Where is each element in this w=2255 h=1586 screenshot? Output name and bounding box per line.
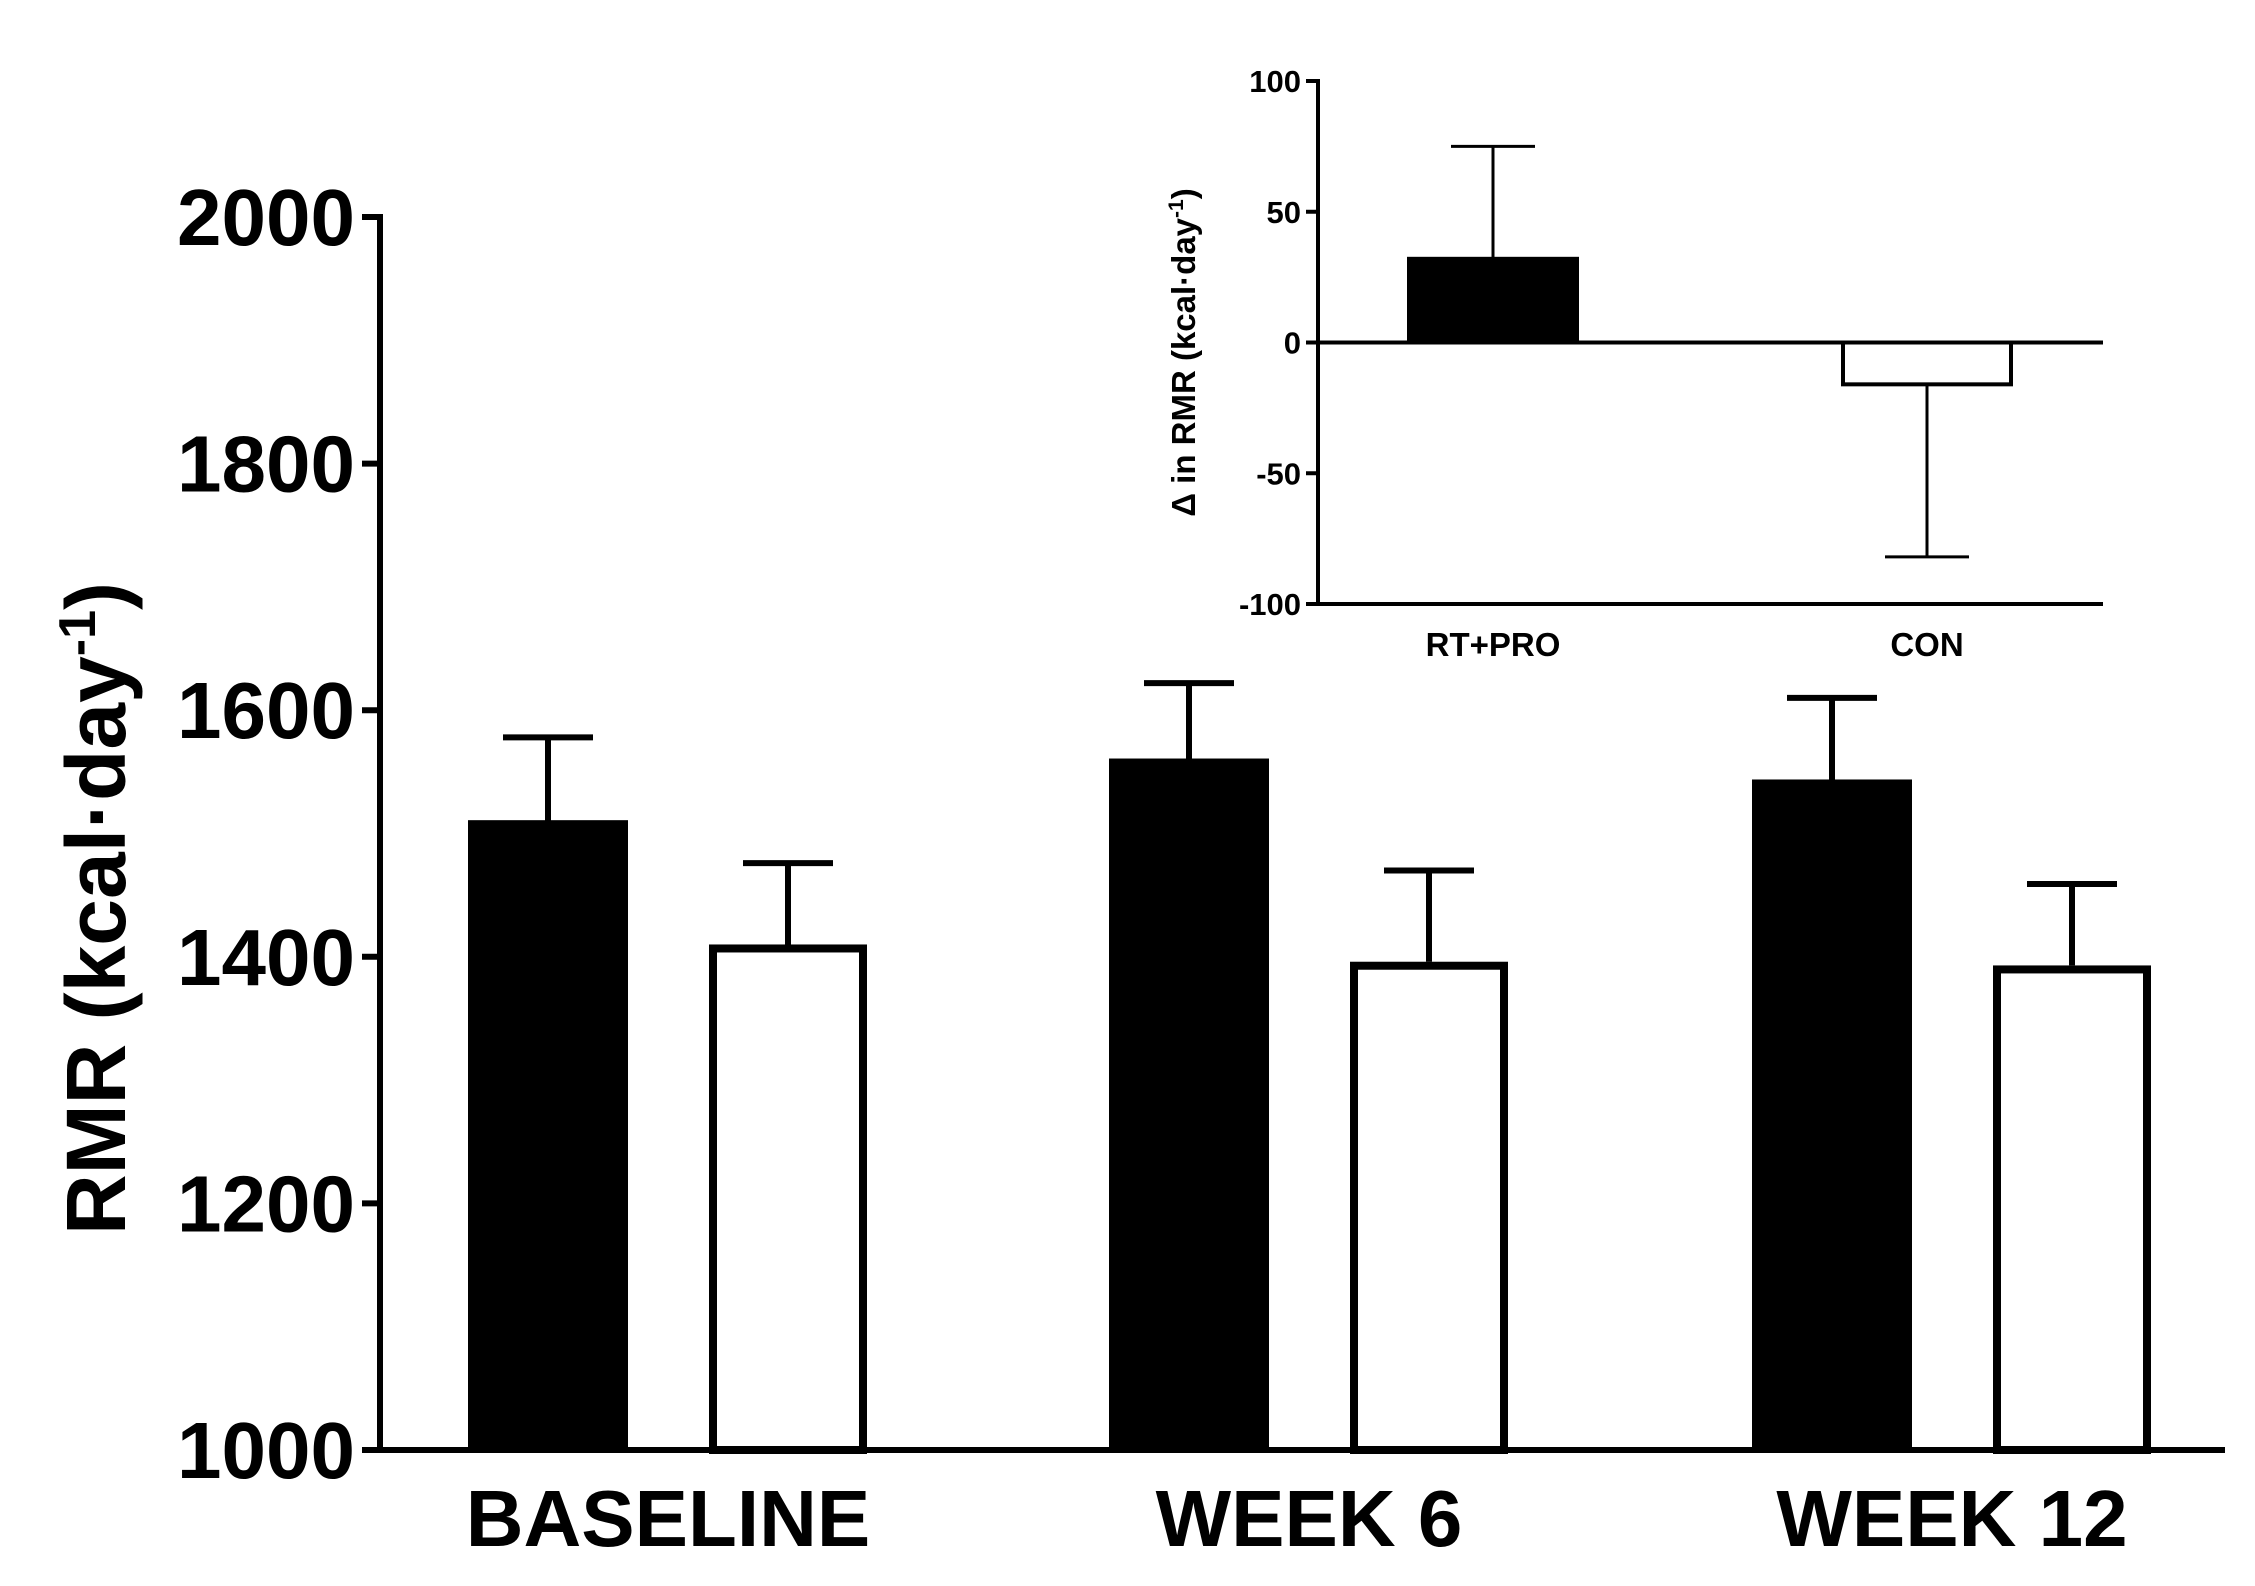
main-bar-rtpro (468, 820, 628, 1451)
inset-y-tick-label: 50 (1267, 195, 1301, 230)
inset-y-ticks: -100 -50 0 50 100 (1239, 64, 1318, 622)
inset-bars (1407, 144, 2013, 559)
main-y-tick-label: 2000 (177, 173, 355, 262)
main-category-label: BASELINE (466, 1474, 871, 1563)
inset-y-tick-label: 100 (1249, 64, 1301, 99)
inset-category-labels: RT+PRO CON (1426, 626, 1964, 663)
main-chart: 1000 1200 1400 1600 1800 2000 BASELINE WEEK 6 W… (49, 173, 2225, 1563)
main-y-tick-label: 1200 (177, 1159, 355, 1248)
inset-category-label: RT+PRO (1426, 626, 1561, 663)
main-y-tick-label: 1600 (177, 666, 355, 755)
inset-y-tick-label: -100 (1239, 587, 1301, 622)
inset-category-label: CON (1890, 626, 1963, 663)
main-bar-con (1350, 961, 1508, 1454)
main-bar-con (709, 944, 867, 1454)
main-y-tick-label: 1000 (177, 1406, 355, 1495)
main-bars (468, 680, 2151, 1455)
inset-y-tick-label: 0 (1284, 326, 1301, 361)
main-y-tick-label: 1400 (177, 913, 355, 1002)
main-bar-rtpro (1109, 758, 1269, 1451)
main-y-axis-label: RMR (kcal·day-1) (49, 582, 143, 1235)
inset-chart: -100 -50 0 50 100 RT+PRO CON Δ in RMR (kcal·d… (1165, 64, 2103, 663)
inset-bar-con (1841, 340, 2013, 387)
inset-y-axis-label: Δ in RMR (kcal·day-1) (1165, 188, 1202, 516)
main-bar-rtpro (1752, 779, 1912, 1451)
main-y-tick-label: 1800 (177, 420, 355, 509)
main-bar-con (1993, 965, 2151, 1455)
main-category-labels: BASELINE WEEK 6 WEEK 12 (466, 1474, 2128, 1563)
main-category-label: WEEK 12 (1776, 1474, 2127, 1563)
inset-y-tick-label: -50 (1256, 456, 1301, 491)
main-y-ticks: 1000 1200 1400 1600 1800 2000 (177, 173, 380, 1495)
inset-bar-rtpro (1407, 256, 1579, 345)
main-category-label: WEEK 6 (1156, 1474, 1463, 1563)
